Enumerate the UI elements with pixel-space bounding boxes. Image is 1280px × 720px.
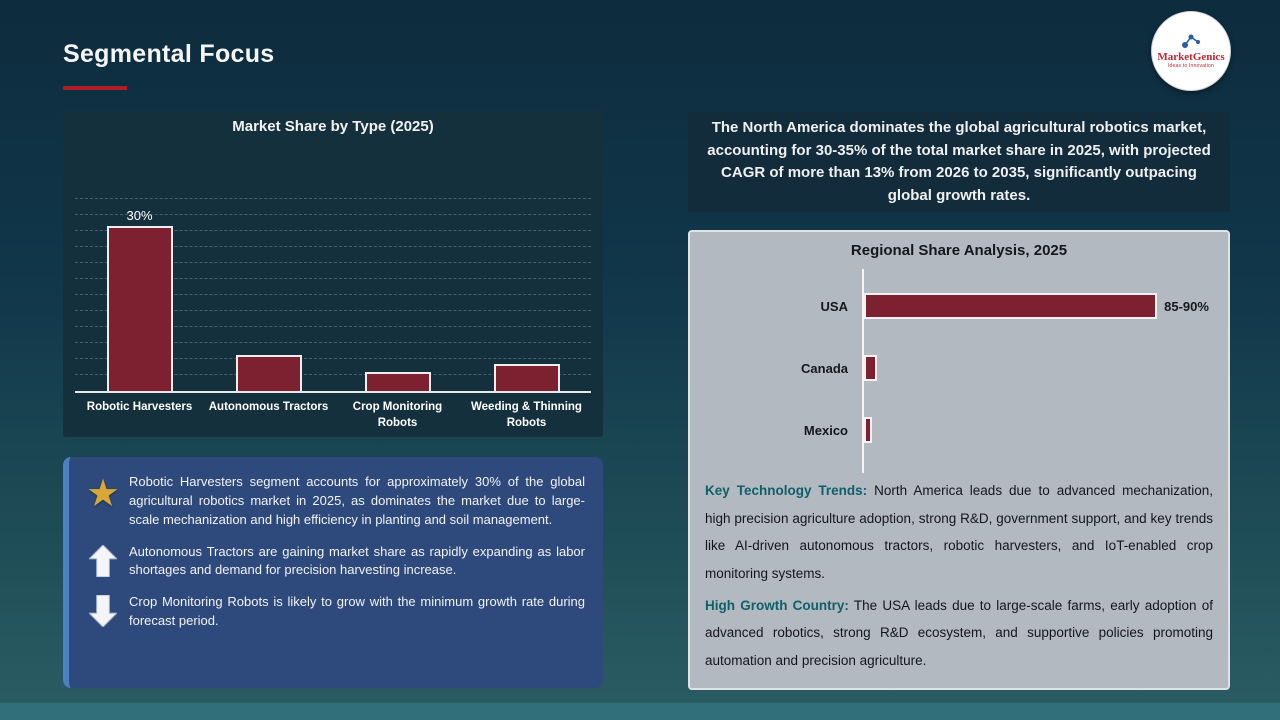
logo: MarketGenics Ideas to Innovation — [1151, 11, 1231, 91]
gridline — [75, 294, 591, 295]
tech-trends-label: Key Technology Trends: — [705, 483, 868, 498]
category-label: Crop Monitoring Robots — [352, 401, 443, 429]
regional-bar — [864, 293, 1158, 319]
gridline — [75, 198, 591, 199]
gridline — [75, 358, 591, 359]
tech-trends-paragraph: Key Technology Trends: North America lea… — [705, 477, 1213, 588]
title-underline — [63, 86, 127, 90]
bottom-strip — [0, 703, 1280, 720]
growth-country-paragraph: High Growth Country: The USA leads due t… — [705, 592, 1213, 675]
bar — [106, 226, 173, 391]
insight-text: Crop Monitoring Robots is likely to grow… — [129, 594, 585, 629]
type-chart-panel: Market Share by Type (2025) 30% Robotic … — [63, 110, 603, 437]
gridline — [75, 278, 591, 279]
gridline — [75, 262, 591, 263]
insight-item: ★ Robotic Harvesters segment accounts fo… — [77, 473, 585, 530]
regional-bar-row: USA 85-90% — [690, 275, 1228, 337]
growth-country-body: The USA leads due to large-scale farms, … — [705, 597, 1213, 669]
regional-category-label: Mexico — [803, 422, 848, 438]
bar-group — [333, 371, 462, 391]
bar-group: 30% — [75, 208, 204, 391]
regional-category-label: USA — [820, 298, 848, 314]
type-chart-bars: 30% — [75, 143, 591, 391]
category-label: Weeding & Thinning Robots — [471, 401, 582, 429]
bar-value-label: 30% — [126, 208, 153, 223]
regional-chart: USA 85-90% Canada Mexico — [690, 269, 1228, 473]
regional-category-label: Canada — [801, 360, 848, 376]
page-title: Segmental Focus — [63, 40, 275, 68]
insights-panel: ★ Robotic Harvesters segment accounts fo… — [63, 457, 603, 688]
type-chart-title: Market Share by Type (2025) — [232, 118, 434, 135]
gridline — [75, 342, 591, 343]
headline-text: The North America dominates the global a… — [707, 119, 1211, 204]
headline-panel: The North America dominates the global a… — [688, 112, 1230, 212]
bar — [235, 355, 302, 391]
type-chart-category-labels: Robotic Harvesters Autonomous Tractors Cro… — [75, 393, 591, 431]
bar-group — [204, 355, 333, 391]
category-label: Robotic Harvesters — [86, 401, 193, 413]
regional-panel: Regional Share Analysis, 2025 USA 85-90% C… — [688, 230, 1230, 690]
tech-trends-body: North America leads due to advanced mech… — [705, 483, 1213, 582]
gridline — [75, 310, 591, 311]
gridline — [75, 214, 591, 215]
bar — [364, 371, 431, 391]
gridline — [75, 374, 591, 375]
bar — [493, 363, 560, 391]
regional-chart-title: Regional Share Analysis, 2025 — [850, 242, 1068, 259]
logo-molecule-icon — [1182, 34, 1200, 48]
logo-brand: MarketGenics — [1157, 51, 1225, 63]
category-label: Autonomous Tractors — [208, 401, 329, 413]
type-chart-plot: 30% — [75, 143, 591, 393]
insight-item: Autonomous Tractors are gaining market s… — [77, 543, 585, 581]
logo-tagline: Ideas to Innovation — [1167, 63, 1215, 69]
regional-text: Key Technology Trends: North America lea… — [690, 473, 1228, 675]
insight-text: Robotic Harvesters segment accounts for … — [129, 474, 585, 527]
bar-group — [462, 363, 591, 391]
gridline — [75, 246, 591, 247]
insight-text: Autonomous Tractors are gaining market s… — [129, 543, 585, 578]
down-arrow-icon — [77, 593, 129, 631]
up-arrow-icon — [77, 543, 129, 581]
growth-country-label: High Growth Country: — [705, 597, 849, 613]
regional-bar — [864, 417, 873, 443]
regional-bar-row: Canada — [690, 337, 1228, 399]
regional-bar-row: Mexico — [690, 399, 1228, 461]
insight-item: Crop Monitoring Robots is likely to grow… — [77, 593, 585, 631]
gridline — [75, 326, 591, 327]
gridline — [75, 230, 591, 231]
star-icon: ★ — [85, 473, 121, 515]
regional-bar — [864, 355, 878, 381]
regional-bar-value: 85-90% — [1164, 298, 1209, 314]
type-chart-gridlines — [75, 143, 591, 391]
